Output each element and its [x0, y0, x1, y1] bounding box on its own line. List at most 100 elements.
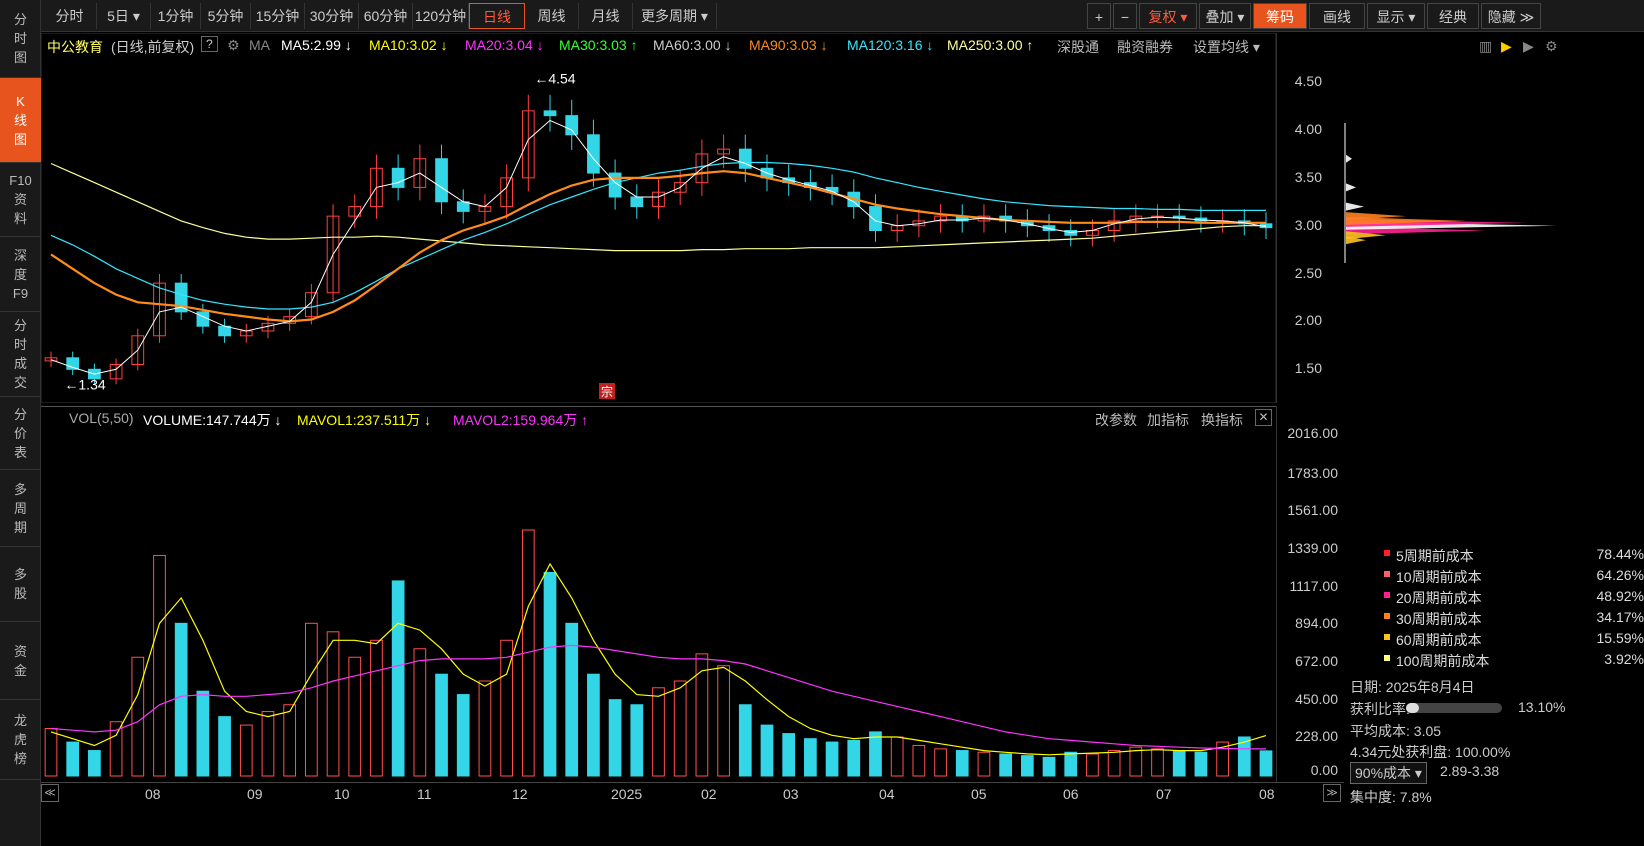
candle-27 [630, 184, 644, 219]
chip-band-3 [1346, 216, 1466, 225]
volume-bar-13 [326, 631, 340, 777]
candlestick-chart[interactable]: ←4.54 ←1.34 宗 [41, 33, 1276, 403]
sidebar-item-3[interactable]: 深 度 F9 [0, 237, 41, 312]
date-tick-3: 11 [417, 786, 432, 802]
volume-bar-24 [565, 622, 579, 777]
profit-ratio-fill [1406, 703, 1419, 713]
toolbar-button-0[interactable]: + [1087, 3, 1111, 29]
volume-chart[interactable] [41, 430, 1276, 782]
period-tab-2[interactable]: 1分钟 [151, 3, 201, 29]
cost-percent-select[interactable]: 90%成本 ▾ [1350, 762, 1427, 784]
price-axis: 4.50 4.00 3.50 3.00 2.50 2.00 1.50 [1276, 33, 1344, 403]
toolbar-button-3[interactable]: 叠加 ▾ [1199, 3, 1251, 29]
ma-value-0: MA5:2.99 ↓ [281, 37, 352, 53]
volume-bar-42 [955, 750, 969, 777]
volume-bar-5 [153, 554, 166, 777]
period-tab-6[interactable]: 60分钟 [359, 3, 413, 29]
ma-link-1[interactable]: 融资融券 [1117, 39, 1173, 55]
sidebar-item-6[interactable]: 多 周 期 [0, 470, 41, 547]
chip-legend-swatch [1384, 592, 1390, 598]
chip-legend-label: 5周期前成本 [1396, 548, 1474, 564]
scroll-right-icon[interactable]: ≫ [1323, 784, 1341, 802]
volume-tick-0: 2016.00 [1287, 425, 1338, 441]
ma-value-5: MA90:3.03 ↓ [749, 37, 828, 53]
volume-bar-25 [587, 673, 600, 777]
toolbar-button-1[interactable]: − [1113, 3, 1137, 29]
candle-5 [153, 273, 166, 343]
ma-link-2[interactable]: 设置均线 ▾ [1193, 39, 1260, 55]
period-tab-9[interactable]: 周线 [525, 3, 579, 29]
ma-link-0[interactable]: 深股通 [1057, 39, 1099, 55]
toolbar-button-5[interactable]: 画线 [1309, 3, 1365, 29]
period-tab-11[interactable]: 更多周期 ▾ [633, 3, 717, 29]
ma-info-bar: 中公教育 (日线,前复权) ? ⚙ MA MA5:2.99 ↓ MA10:3.02… [41, 34, 1276, 56]
price-tick-2: 3.50 [1294, 168, 1322, 185]
volume-bar-50 [1129, 746, 1143, 777]
toolbar-button-8[interactable]: 隐藏 ≫ [1481, 3, 1541, 29]
ma-label: MA [249, 37, 270, 53]
chip-date: 日期: 2025年8月4日 [1350, 679, 1475, 695]
volume-bar-15 [370, 639, 383, 777]
flag-icon[interactable]: ▶ [1501, 38, 1512, 54]
sidebar-item-2[interactable]: F10 资 料 [0, 163, 41, 237]
chip-legend-label: 100周期前成本 [1396, 653, 1490, 669]
toolbar-button-2[interactable]: 复权 ▾ [1139, 3, 1197, 29]
candle-17 [413, 144, 427, 201]
ma250-line [50, 162, 1266, 252]
volume-bar-51 [1151, 748, 1164, 777]
zong-marker[interactable]: 宗 [599, 383, 615, 399]
volume-bar-46 [1042, 756, 1056, 777]
settings-gear-icon[interactable]: ⚙ [227, 37, 240, 53]
date-tick-10: 06 [1063, 786, 1079, 802]
toolbar-button-4[interactable]: 筹码 [1253, 3, 1307, 29]
bar-chart-icon[interactable]: ▥ [1479, 38, 1492, 54]
volume-bar-56 [1259, 750, 1273, 777]
date-tick-1: 09 [247, 786, 263, 802]
volume-bar-12 [304, 622, 318, 777]
candle-18 [435, 144, 448, 215]
volume-tick-9: 0.00 [1310, 762, 1338, 778]
period-tab-10[interactable]: 月线 [579, 3, 633, 29]
period-tab-1[interactable]: 5日 ▾ [97, 3, 151, 29]
period-tab-3[interactable]: 5分钟 [201, 3, 251, 29]
toolbar-button-6[interactable]: 显示 ▾ [1367, 3, 1425, 29]
candle-40 [912, 209, 926, 238]
edit-params-link[interactable]: 改参数 [1095, 412, 1137, 428]
price-tick-5: 2.00 [1294, 312, 1322, 329]
sidebar-item-0[interactable]: 分 时 图 [0, 0, 41, 78]
date-tick-2: 10 [334, 786, 350, 802]
sidebar-item-5[interactable]: 分 价 表 [0, 397, 41, 470]
volume-bar-34 [782, 733, 796, 777]
sidebar-item-7[interactable]: 多 股 [0, 547, 41, 622]
period-tab-4[interactable]: 15分钟 [251, 3, 305, 29]
period-tab-8[interactable]: 日线 [469, 3, 525, 29]
period-tab-7[interactable]: 120分钟 [413, 3, 469, 29]
period-tab-5[interactable]: 30分钟 [305, 3, 359, 29]
scroll-left-icon[interactable]: ≪ [41, 784, 59, 802]
high-label: ←4.54 [534, 70, 575, 86]
sidebar-item-4[interactable]: 分 时 成 交 [0, 312, 41, 397]
close-indicator-icon[interactable]: ✕ [1255, 409, 1272, 426]
sidebar-item-8[interactable]: 资 金 [0, 622, 41, 700]
chip-band-6 [1346, 236, 1366, 245]
volume-bar-40 [912, 744, 926, 777]
sidebar-item-1[interactable]: K 线 图 [0, 78, 41, 163]
volume-bar-19 [456, 694, 470, 777]
sidebar-item-9[interactable]: 龙 虎 榜 [0, 700, 41, 780]
gear-icon[interactable]: ⚙ [1545, 38, 1558, 54]
volume-bar-2 [88, 750, 101, 777]
period-tab-0[interactable]: 分时 [43, 3, 97, 29]
date-tick-12: 08 [1259, 786, 1275, 802]
add-indicator-link[interactable]: 加指标 [1147, 412, 1189, 428]
toolbar-button-7[interactable]: 经典 [1427, 3, 1479, 29]
volume-tick-1: 1783.00 [1287, 464, 1338, 481]
price-profit: 4.34元处获利盘: 100.00% [1350, 744, 1511, 760]
candle-14 [348, 194, 362, 229]
cost-range-value: 2.89-3.38 [1440, 763, 1500, 779]
volume-tick-5: 894.00 [1295, 615, 1338, 632]
pointer-icon[interactable]: ▶ [1523, 38, 1534, 54]
volume-bar-32 [738, 704, 752, 777]
help-button[interactable]: ? [201, 36, 218, 52]
switch-indicator-link[interactable]: 换指标 [1201, 412, 1243, 428]
candle-8 [218, 318, 231, 343]
